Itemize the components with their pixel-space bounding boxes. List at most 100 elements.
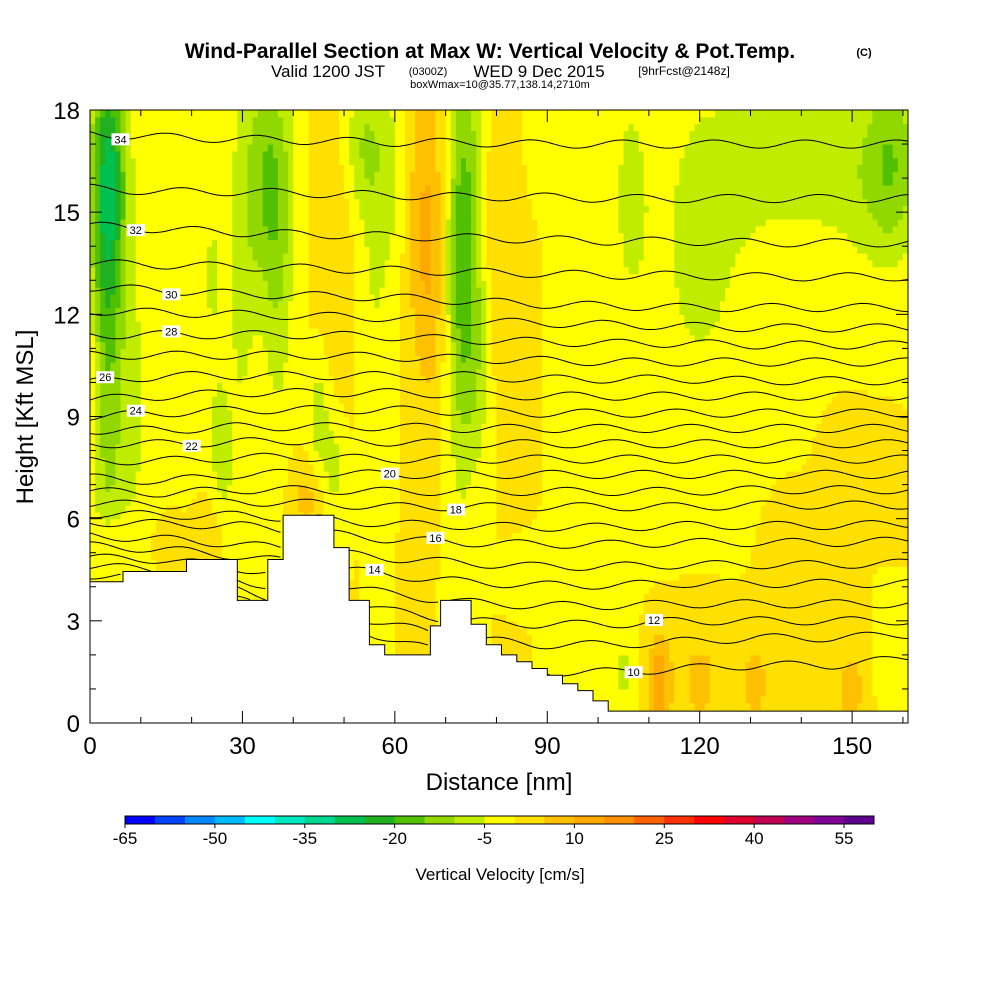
w-cell (252, 593, 259, 601)
w-cell (247, 375, 254, 384)
w-cell (313, 280, 320, 288)
w-cell (217, 321, 223, 329)
w-cell (110, 184, 116, 193)
w-cell (354, 470, 360, 479)
w-cell (100, 314, 106, 322)
w-cell (333, 539, 340, 547)
w-cell (267, 491, 274, 499)
w-cell (166, 539, 172, 547)
w-cell (217, 382, 223, 390)
w-cell (323, 368, 330, 377)
w-cell (288, 457, 294, 465)
w-cell (181, 409, 188, 418)
w-cell (252, 144, 259, 152)
w-cell (323, 362, 330, 370)
w-cell (227, 293, 233, 302)
w-cell (323, 491, 330, 499)
w-cell (115, 198, 122, 206)
w-cell (181, 164, 188, 172)
w-cell (252, 396, 259, 404)
w-cell (298, 484, 304, 493)
w-cell (211, 246, 218, 254)
w-cell (135, 307, 142, 315)
w-cell (247, 287, 254, 295)
w-cell (181, 416, 188, 424)
w-cell (354, 491, 360, 499)
w-cell (100, 525, 106, 533)
w-cell (272, 464, 279, 472)
w-cell (267, 552, 274, 561)
w-cell (191, 205, 198, 213)
w-cell (181, 375, 188, 384)
w-cell (328, 464, 335, 472)
w-cell (110, 178, 116, 186)
w-cell (344, 198, 350, 206)
w-cell (242, 178, 249, 186)
w-cell (293, 130, 299, 138)
w-cell (303, 225, 310, 234)
w-cell (308, 123, 315, 132)
w-cell (95, 423, 101, 431)
w-cell (206, 477, 213, 486)
w-cell (100, 382, 106, 390)
w-cell (211, 491, 218, 499)
w-cell (90, 321, 96, 329)
w-cell (242, 498, 249, 506)
w-cell (313, 382, 320, 390)
w-cell (181, 477, 188, 486)
w-cell (349, 559, 355, 567)
w-cell (211, 518, 218, 527)
w-cell (359, 307, 365, 315)
w-cell (196, 191, 203, 200)
w-cell (156, 321, 162, 329)
w-cell (313, 327, 320, 336)
w-cell (303, 389, 310, 397)
w-cell (95, 150, 101, 159)
w-cell (90, 191, 96, 200)
w-cell (338, 273, 345, 281)
w-cell (288, 110, 294, 118)
w-cell (247, 498, 254, 506)
w-cell (257, 436, 264, 445)
w-cell (222, 539, 228, 547)
w-cell (90, 246, 96, 254)
w-cell (338, 184, 345, 193)
w-cell (257, 212, 264, 220)
w-cell (130, 171, 137, 179)
w-cell (161, 375, 167, 384)
w-cell (298, 171, 304, 179)
w-cell (359, 212, 365, 220)
w-cell (344, 355, 350, 363)
w-cell (359, 266, 365, 275)
w-cell (110, 430, 116, 438)
w-cell (328, 205, 335, 213)
w-cell (354, 539, 360, 547)
w-cell (333, 232, 340, 241)
w-cell (217, 457, 223, 465)
w-cell (237, 334, 244, 343)
w-cell (288, 321, 294, 329)
w-cell (303, 157, 310, 166)
w-cell (135, 416, 142, 424)
w-cell (90, 477, 96, 486)
w-cell (262, 389, 269, 397)
w-cell (135, 334, 142, 343)
w-cell (150, 362, 157, 370)
w-cell (257, 334, 264, 343)
w-cell (369, 593, 376, 601)
w-cell (237, 225, 244, 234)
w-cell (252, 218, 259, 227)
w-cell (145, 150, 152, 159)
w-cell (130, 266, 137, 275)
w-cell (156, 511, 162, 520)
w-cell (90, 498, 96, 506)
w-cell (211, 348, 218, 356)
w-cell (288, 137, 294, 145)
w-cell (181, 116, 188, 125)
w-cell (100, 396, 106, 404)
w-cell (354, 280, 360, 288)
w-cell (145, 259, 152, 268)
w-cell (222, 552, 228, 561)
w-cell (349, 389, 355, 397)
w-cell (191, 511, 198, 520)
